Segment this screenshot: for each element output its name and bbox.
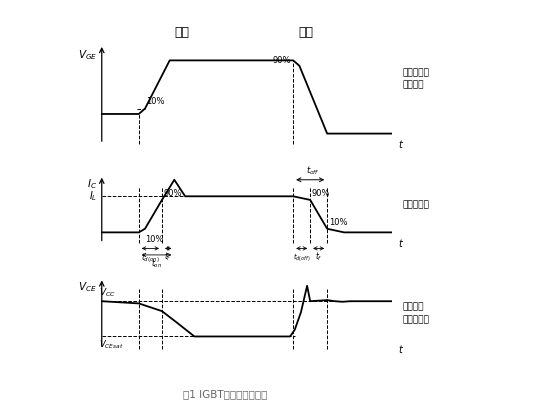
Text: $t_{off}$: $t_{off}$	[307, 164, 320, 177]
Text: 关断: 关断	[298, 27, 313, 39]
Text: $V_{CC}$: $V_{CC}$	[99, 287, 115, 299]
Text: $t_r$: $t_r$	[164, 251, 172, 264]
Text: $t$: $t$	[398, 237, 404, 249]
Text: 理想化栅极
驱动波形: 理想化栅极 驱动波形	[403, 68, 430, 89]
Text: $V_{GE}$: $V_{GE}$	[78, 49, 97, 62]
Text: 开通: 开通	[175, 27, 190, 39]
Text: 10%: 10%	[145, 235, 163, 244]
Text: $V_{CEsat}$: $V_{CEsat}$	[99, 339, 124, 351]
Text: $t$: $t$	[398, 138, 404, 150]
Text: $I_L$: $I_L$	[89, 189, 97, 203]
Text: 90%: 90%	[164, 189, 183, 198]
Text: 集电极－
发射极电压: 集电极－ 发射极电压	[403, 303, 430, 324]
Text: $I_C$: $I_C$	[87, 177, 97, 191]
Text: $t_{d(on)}$: $t_{d(on)}$	[141, 251, 160, 265]
Text: 90%: 90%	[311, 189, 330, 198]
Text: 90%: 90%	[272, 56, 291, 65]
Text: $V_{CE}$: $V_{CE}$	[78, 280, 97, 294]
Text: $t_{d(off)}$: $t_{d(off)}$	[293, 251, 310, 263]
Text: 图1 IGBT开关时间示意图: 图1 IGBT开关时间示意图	[183, 389, 268, 399]
Text: 集电极电流: 集电极电流	[403, 200, 430, 209]
Text: 10%: 10%	[147, 97, 165, 106]
Text: $t_{on}$: $t_{on}$	[151, 258, 162, 270]
Text: $t_f$: $t_f$	[315, 251, 322, 264]
Text: $t$: $t$	[398, 343, 404, 355]
Text: 10%: 10%	[329, 218, 347, 227]
